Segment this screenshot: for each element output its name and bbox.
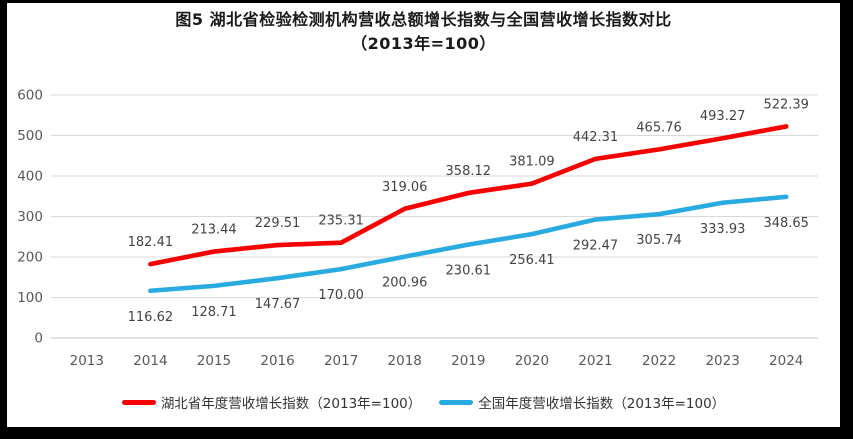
legend-swatch-national-line <box>439 399 474 405</box>
series-line-hubei <box>148 124 789 267</box>
x-axis-tick-label: 2024 <box>769 353 803 369</box>
x-axis-tick-label: 2013 <box>70 353 104 369</box>
x-axis-tick-label: 2021 <box>578 353 612 369</box>
x-axis-tick-label: 2023 <box>705 353 739 369</box>
data-label: 200.96 <box>382 276 428 291</box>
legend-item-hubei: 湖北省年度营收增长指数（2013年=100） <box>121 392 422 412</box>
y-axis-tick-label: 0 <box>34 331 43 347</box>
legend-label-national: 全国年度营收增长指数（2013年=100） <box>478 396 726 412</box>
series-line-national <box>148 194 789 294</box>
y-axis-tick-label: 500 <box>17 128 43 144</box>
data-label: 348.65 <box>763 216 809 231</box>
y-axis-tick-label: 100 <box>17 290 43 306</box>
data-label: 182.41 <box>128 235 174 250</box>
data-label: 235.31 <box>318 214 364 229</box>
x-axis-tick-label: 2022 <box>642 353 676 369</box>
legend-swatch-hubei-line <box>121 399 156 405</box>
y-axis-tick-label: 200 <box>17 250 43 266</box>
data-label: 319.06 <box>382 180 428 195</box>
data-label: 256.41 <box>509 253 555 268</box>
data-label: 333.93 <box>700 222 746 237</box>
data-label: 358.12 <box>446 164 492 179</box>
y-axis-tick-label: 600 <box>17 88 43 104</box>
x-axis-tick-label: 2019 <box>451 353 485 369</box>
data-label: 147.67 <box>255 297 301 312</box>
legend-label-hubei: 湖北省年度营收增长指数（2013年=100） <box>160 396 422 412</box>
chart-title-line1: 图5 湖北省检验检测机构营收总额增长指数与全国营收增长指数对比 <box>175 10 672 29</box>
data-label: 522.39 <box>763 97 809 112</box>
chart-canvas: 图5 湖北省检验检测机构营收总额增长指数与全国营收增长指数对比 （2013年=1… <box>7 3 840 427</box>
y-axis-tick-label: 300 <box>17 209 43 225</box>
data-label: 442.31 <box>573 130 619 145</box>
x-axis-tick-label: 2020 <box>515 353 549 369</box>
data-label: 213.44 <box>191 223 237 238</box>
chart-title: 图5 湖北省检验检测机构营收总额增长指数与全国营收增长指数对比 （2013年=1… <box>7 8 840 56</box>
data-label: 381.09 <box>509 155 555 170</box>
chart-legend: 湖北省年度营收增长指数（2013年=100） 全国年度营收增长指数（2013年=… <box>7 392 840 412</box>
legend-item-national: 全国年度营收增长指数（2013年=100） <box>439 392 725 412</box>
line-chart-plot: 0 100 200 300 400 500 600 2013 2014 2015 2016 2017 2… <box>17 88 818 369</box>
x-axis-tick-label: 2018 <box>388 353 422 369</box>
chart-title-line2: （2013年=100） <box>351 34 496 53</box>
x-axis-tick-label: 2014 <box>133 353 167 369</box>
data-label: 116.62 <box>128 310 174 325</box>
data-label: 170.00 <box>318 288 364 303</box>
data-label: 493.27 <box>700 109 746 124</box>
data-label: 230.61 <box>446 264 492 279</box>
data-label: 305.74 <box>636 233 682 248</box>
data-label: 292.47 <box>573 239 619 254</box>
data-label: 128.71 <box>191 305 237 320</box>
data-label: 465.76 <box>636 120 682 135</box>
x-axis-tick-label: 2017 <box>324 353 358 369</box>
x-axis-tick-label: 2016 <box>260 353 294 369</box>
y-axis-tick-label: 400 <box>17 169 43 185</box>
data-label: 229.51 <box>255 216 301 231</box>
x-axis-tick-label: 2015 <box>197 353 231 369</box>
